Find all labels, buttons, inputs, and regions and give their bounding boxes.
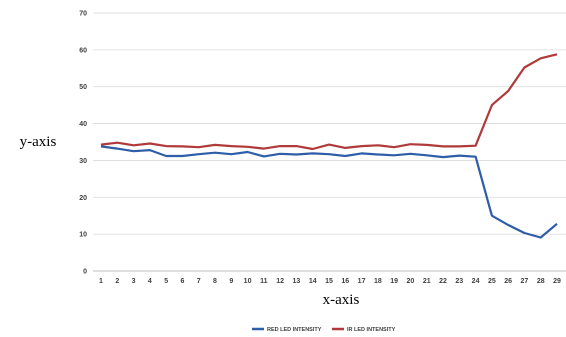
- y-tick-label: 30: [79, 158, 87, 165]
- series-line-red-led: [100, 145, 558, 239]
- series-line-ir-led: [100, 53, 558, 151]
- x-tick-label: 20: [407, 278, 415, 285]
- x-tick-label: 18: [374, 278, 382, 285]
- x-tick-label: 8: [213, 278, 217, 285]
- x-tick-label: 10: [244, 278, 252, 285]
- x-tick-label: 11: [260, 278, 268, 285]
- x-tick-label: 7: [197, 278, 201, 285]
- y-tick-label: 60: [79, 47, 87, 54]
- x-tick-label: 13: [293, 278, 301, 285]
- x-tick-label: 23: [455, 278, 463, 285]
- x-axis-title: x-axis: [323, 292, 360, 308]
- series-lines: [100, 53, 558, 239]
- legend-label-red-led: RED LED INTENSITY: [267, 327, 322, 333]
- x-tick-label: 6: [180, 278, 184, 285]
- x-tick-label: 1: [99, 278, 103, 285]
- x-tick-label: 22: [439, 278, 447, 285]
- y-tick-labels: 0 10 20 30 40 50 60 70: [79, 11, 87, 276]
- y-tick-label: 10: [79, 232, 87, 239]
- x-tick-label: 27: [521, 278, 529, 285]
- y-tick-label: 40: [79, 121, 87, 128]
- x-tick-label: 17: [358, 278, 366, 285]
- x-tick-label: 4: [148, 278, 152, 285]
- legend: RED LED INTENSITY IR LED INTENSITY: [252, 327, 396, 333]
- x-tick-label: 24: [472, 278, 480, 285]
- y-axis-title: y-axis: [20, 134, 57, 150]
- x-tick-label: 19: [390, 278, 398, 285]
- x-tick-label: 5: [164, 278, 168, 285]
- legend-label-ir-led: IR LED INTENSITY: [347, 327, 396, 333]
- y-tick-label: 70: [79, 11, 87, 18]
- x-tick-label: 16: [341, 278, 349, 285]
- x-tick-label: 3: [132, 278, 136, 285]
- x-tick-labels: 1 2 3 4 5 6 7 8 9 10 11 12 13 14 15 16 17 18 19 20 21 22 23 24 2…: [99, 278, 561, 285]
- y-tick-label: 20: [79, 195, 87, 202]
- x-tick-label: 15: [325, 278, 333, 285]
- gridlines: [93, 12, 566, 272]
- x-tick-label: 26: [504, 278, 512, 285]
- x-tick-label: 12: [276, 278, 284, 285]
- x-tick-label: 25: [488, 278, 496, 285]
- x-tick-label: 28: [537, 278, 545, 285]
- y-tick-label: 0: [83, 269, 87, 276]
- x-tick-label: 29: [553, 278, 561, 285]
- x-tick-label: 14: [309, 278, 317, 285]
- x-tick-label: 21: [423, 278, 431, 285]
- x-tick-label: 9: [229, 278, 233, 285]
- x-tick-label: 2: [115, 278, 119, 285]
- y-tick-label: 50: [79, 84, 87, 91]
